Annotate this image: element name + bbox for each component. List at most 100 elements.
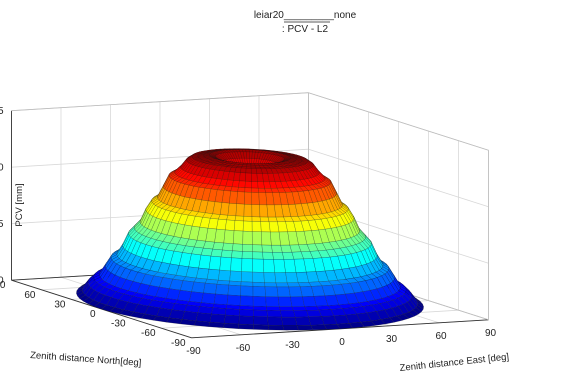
surface-patch: [239, 295, 254, 307]
surface-patch: [189, 291, 204, 303]
surface-patch: [252, 244, 263, 253]
surface-patch: [223, 229, 235, 244]
north-tick-label: 90: [0, 280, 6, 291]
surface-patch: [252, 231, 263, 246]
x-axis-label: Zenith distance North[deg]: [30, 350, 142, 369]
surface-patch: [276, 286, 291, 298]
surface-patch: [242, 244, 253, 252]
surface-patch: [281, 316, 298, 326]
surface-patch: [251, 192, 260, 205]
surface-patch: [265, 296, 280, 307]
surface-patch: [218, 269, 231, 282]
surface-patch: [251, 187, 260, 193]
surface-patch: [242, 220, 253, 232]
surface-patch: [191, 281, 206, 294]
surface-patch: [291, 306, 307, 311]
surface-patch: [233, 172, 241, 182]
box-edge: [308, 92, 489, 151]
surface-patch: [241, 258, 253, 273]
surface-patch: [203, 282, 218, 295]
surface-patch: [266, 310, 282, 318]
surface-patch: [244, 187, 252, 193]
surface-patch: [252, 251, 264, 260]
surface-patch: [200, 247, 213, 257]
surface-patch: [244, 191, 252, 205]
surface-patch: [182, 311, 199, 322]
surface-patch: [233, 230, 244, 245]
surface-patch: [233, 220, 244, 232]
surface-patch: [258, 192, 268, 206]
surface: [76, 148, 424, 331]
east-tick-label: -30: [285, 340, 300, 351]
surface-patch: [231, 180, 240, 188]
surface-patch: [210, 248, 223, 258]
surface-patch: [280, 310, 296, 318]
surface-patch: [261, 231, 272, 246]
surface-patch: [282, 325, 299, 331]
surface-patch: [264, 286, 279, 298]
east-tick-label: 30: [386, 334, 398, 345]
north-tick-label: 0: [90, 309, 96, 320]
surface-patch: [213, 293, 229, 305]
chart-title: leiar20_________none: [254, 10, 357, 21]
z-tick-label: 5: [0, 106, 4, 117]
surface-patch: [253, 324, 269, 331]
surface-patch: [211, 307, 227, 316]
surface-patch: [278, 296, 293, 307]
surface-patch: [223, 323, 240, 329]
surface-patch: [251, 173, 258, 182]
surface-patch: [274, 272, 288, 283]
surface-patch: [251, 204, 261, 218]
north-tick-label: -90: [171, 338, 186, 349]
surface-patch: [251, 168, 258, 174]
surface-patch: [252, 282, 266, 287]
surface-patch: [273, 259, 286, 273]
surface-patch: [237, 187, 246, 193]
east-tick-label: 90: [485, 328, 497, 339]
east-tick-label: -60: [236, 343, 251, 354]
surface-patch: [272, 252, 285, 260]
surface-patch: [227, 203, 237, 217]
surface-patch: [201, 292, 216, 305]
z-tick-label: -5: [0, 219, 4, 230]
surface-patch: [245, 172, 252, 182]
surface-patch: [243, 204, 253, 217]
surface-patch: [198, 254, 212, 270]
surface-patch: [259, 204, 269, 218]
surface-patch: [241, 271, 253, 283]
surface-patch: [243, 216, 253, 222]
box-edge: [11, 92, 309, 112]
surface-patch: [290, 296, 305, 307]
y-axis-label: Zenith distance East [deg]: [399, 352, 509, 374]
surface-patch: [261, 244, 273, 253]
surface-patch: [252, 286, 266, 297]
surface-patch: [220, 249, 233, 258]
surface-patch: [260, 221, 271, 233]
surface-patch: [267, 316, 283, 326]
surface-patch: [238, 180, 246, 188]
surface-patch: [253, 316, 269, 326]
surface-patch: [288, 286, 303, 298]
surface-patch: [310, 324, 327, 331]
surface-patch: [195, 312, 212, 323]
east-tick-label: -90: [186, 346, 201, 357]
surface-patch: [226, 294, 241, 306]
surface-patch: [251, 221, 262, 232]
surface-patch: [259, 216, 270, 222]
surface-patch: [263, 272, 277, 283]
surface-patch: [251, 216, 261, 222]
surface-patch: [226, 215, 237, 221]
surface-patch: [206, 268, 220, 281]
surface-patch: [208, 322, 225, 328]
surface-patch: [216, 218, 227, 231]
z-tick-label: -10: [0, 276, 4, 287]
surface-patch: [209, 313, 226, 324]
surface-patch: [279, 306, 294, 311]
surface-patch: [266, 306, 281, 311]
surface-patch: [264, 282, 278, 288]
surface-patch: [252, 258, 264, 273]
surface-patch: [295, 316, 312, 326]
surface-patch: [239, 309, 254, 317]
surface-patch: [235, 203, 245, 217]
